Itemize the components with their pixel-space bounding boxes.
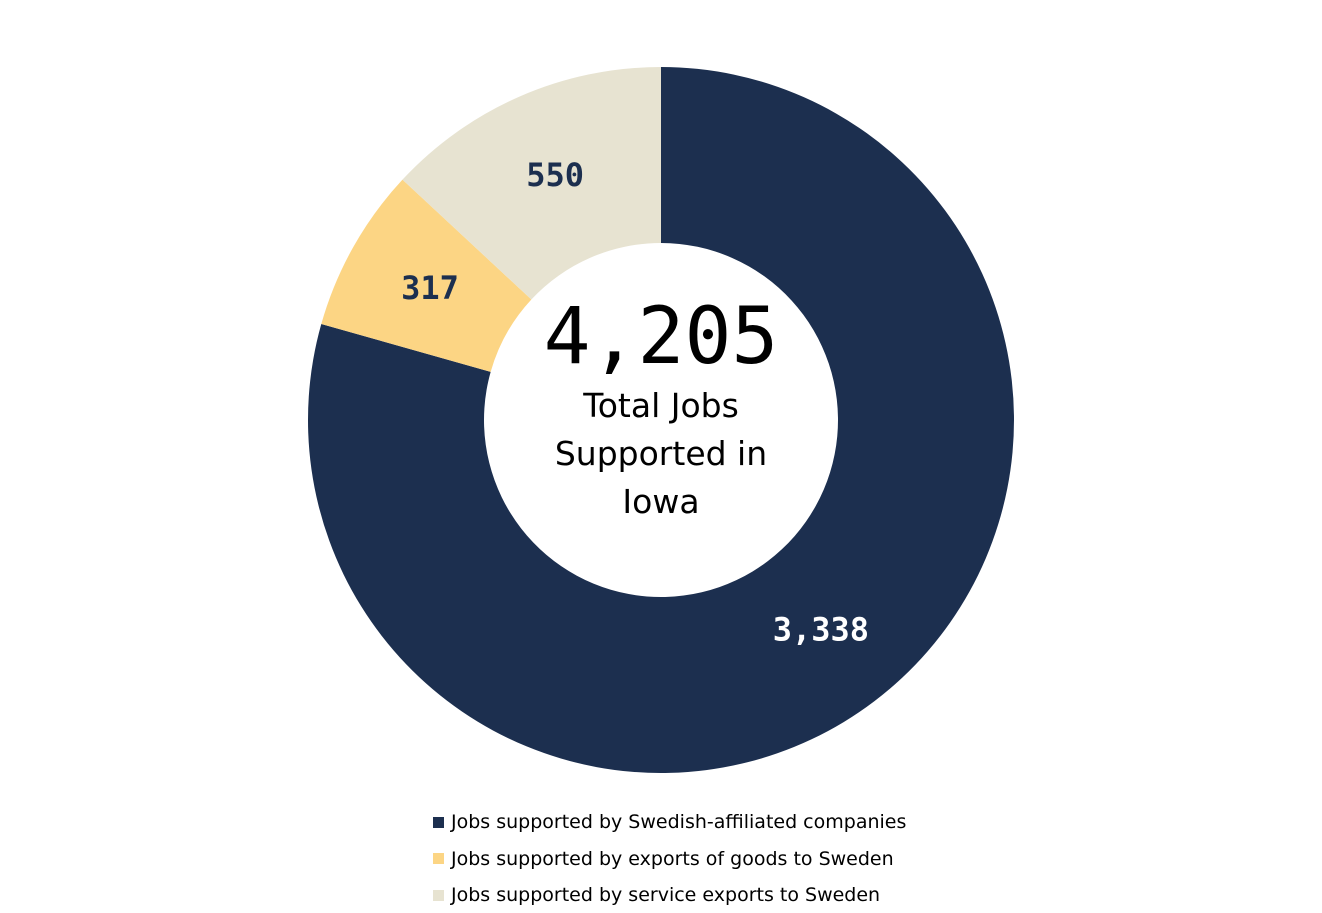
center-subtitle: Total Jobs Supported in Iowa [554,386,768,521]
legend-swatch [433,853,444,865]
legend-item: Jobs supported by exports of goods to Sw… [433,841,906,878]
legend: Jobs supported by Swedish-affiliated com… [433,804,906,913]
legend-item: Jobs supported by Swedish-affiliated com… [433,804,906,841]
legend-label: Jobs supported by exports of goods to Sw… [451,847,894,870]
slice [321,179,532,372]
legend-swatch [433,816,444,828]
value-label: 550 [526,156,584,194]
legend-swatch [433,889,444,901]
legend-item: Jobs supported by service exports to Swe… [433,877,906,913]
slice [402,67,661,300]
value-label: 317 [401,269,459,307]
center: 4,205 Total Jobs Supported in Iowa [541,292,781,526]
legend-label: Jobs supported by service exports to Swe… [451,884,881,907]
center-value: 4,205 [543,292,779,382]
value-label: 3,338 [773,610,869,648]
slice [308,67,1015,773]
legend-label: Jobs supported by Swedish-affiliated com… [451,811,907,834]
